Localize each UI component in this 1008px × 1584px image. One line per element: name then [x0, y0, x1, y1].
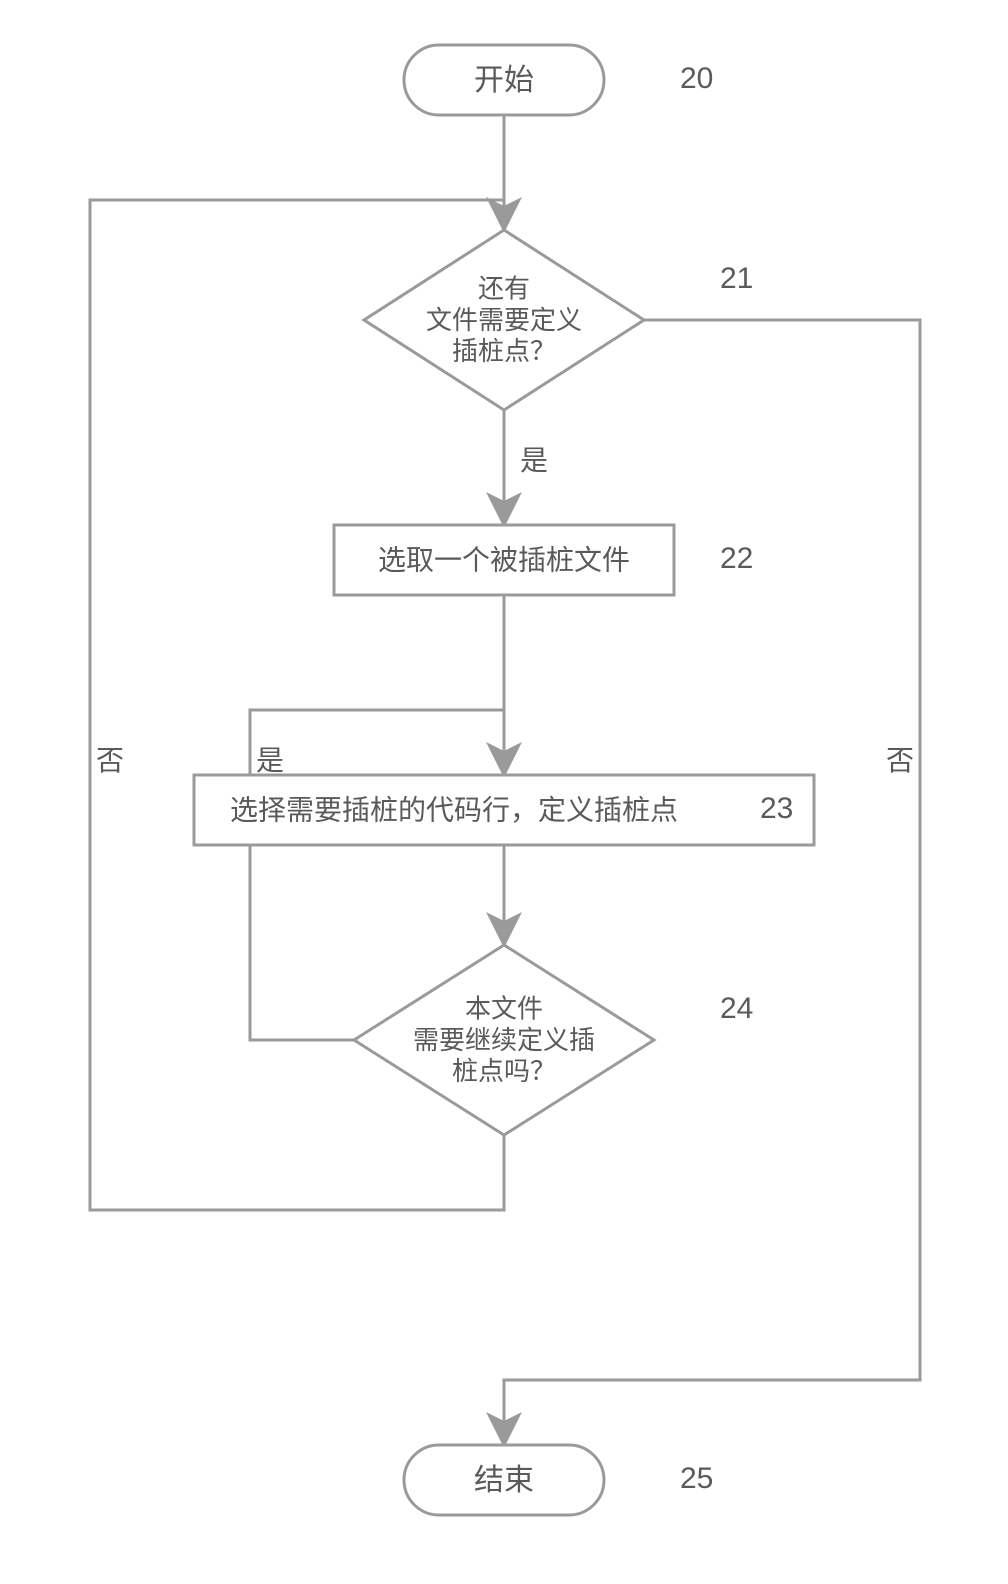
terminator-node-20: 开始: [404, 45, 604, 115]
node-number-label: 24: [720, 992, 753, 1025]
node-text: 文件需要定义: [426, 305, 582, 335]
node-text: 桩点吗？: [452, 1056, 556, 1086]
node-number-label: 21: [720, 262, 753, 295]
decision-node-24: 本文件需要继续定义插桩点吗？: [354, 945, 654, 1135]
node-number-label: 25: [680, 1462, 713, 1495]
node-number-label: 23: [760, 792, 793, 825]
node-number-label: 20: [680, 62, 713, 95]
node-text: 插桩点？: [452, 336, 556, 366]
node-text: 本文件: [465, 994, 543, 1024]
node-text: 需要继续定义插: [413, 1025, 595, 1055]
edge-label: 否: [96, 745, 124, 776]
node-text: 结束: [474, 1464, 534, 1497]
edge-label: 是: [256, 745, 284, 776]
node-text: 还有: [478, 274, 530, 304]
node-text: 选择需要插桩的代码行，定义插桩点: [230, 794, 678, 825]
terminator-node-25: 结束: [404, 1445, 604, 1515]
node-text: 开始: [474, 64, 534, 97]
edge-label: 是: [520, 445, 548, 476]
node-number-label: 22: [720, 542, 753, 575]
edge-label: 否: [886, 745, 914, 776]
node-text: 选取一个被插桩文件: [378, 544, 630, 575]
process-node-23: 选择需要插桩的代码行，定义插桩点: [194, 775, 814, 845]
process-node-22: 选取一个被插桩文件: [334, 525, 674, 595]
decision-node-21: 还有文件需要定义插桩点？: [364, 230, 644, 410]
edge: [504, 320, 920, 1445]
